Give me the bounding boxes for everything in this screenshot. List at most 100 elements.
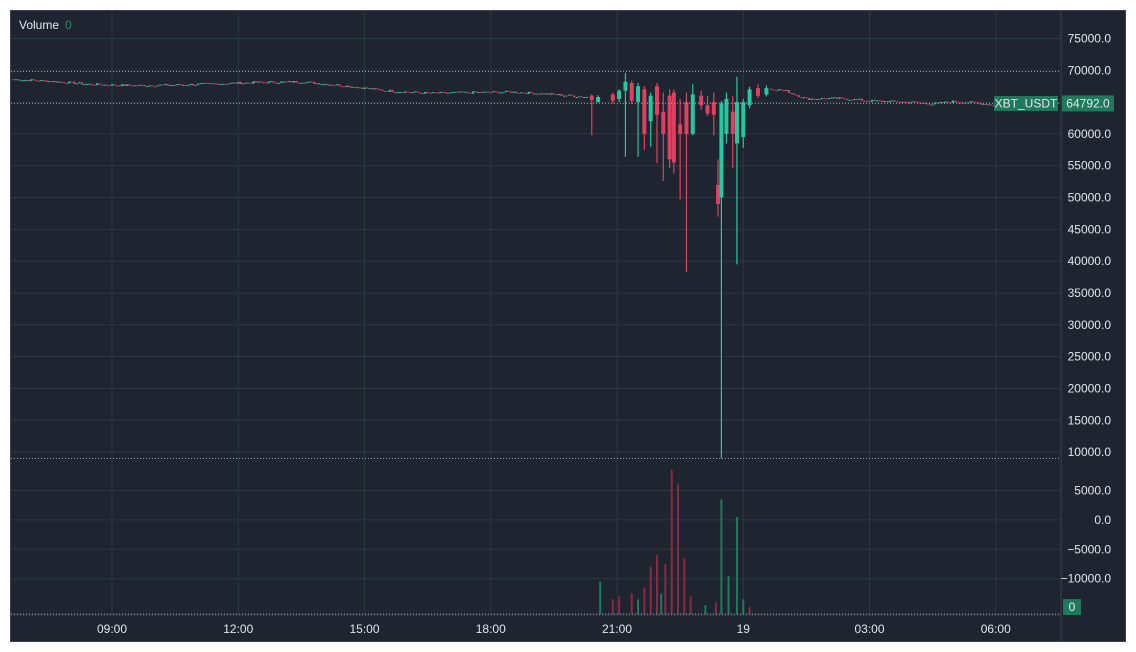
grid-lines (11, 11, 1061, 614)
baseline-candle (444, 91, 447, 94)
baseline-candle (939, 102, 942, 104)
baseline-candle (128, 84, 131, 86)
candle-body (730, 111, 735, 134)
baseline-candle (348, 85, 351, 88)
price-volume-chart[interactable]: 75000.070000.065000.060000.055000.050000… (11, 11, 1125, 641)
baseline-candle (257, 81, 260, 83)
baseline-candle (802, 97, 806, 99)
baseline-candle (815, 98, 818, 100)
baseline-candle (126, 84, 129, 86)
baseline-candle (800, 97, 803, 99)
baseline-candle (775, 90, 778, 92)
baseline-candle (921, 102, 924, 104)
baseline-candle (982, 103, 985, 105)
baseline-candle (176, 83, 179, 86)
candle-body (610, 94, 615, 101)
baseline-candle (876, 100, 879, 102)
baseline-candle (823, 97, 826, 99)
baseline-candle (858, 98, 861, 100)
volume-bar (689, 596, 692, 614)
candle-body (711, 102, 716, 115)
baseline-candle (83, 83, 86, 85)
baseline-candle (911, 101, 914, 103)
baseline-candle (259, 81, 263, 83)
baseline-candle (158, 84, 162, 86)
baseline-candle (959, 102, 962, 104)
baseline-candle (393, 92, 397, 94)
baseline-candle (441, 91, 444, 93)
baseline-candle (414, 91, 417, 93)
baseline-candle (527, 91, 530, 94)
baseline-candle (300, 82, 303, 84)
baseline-candle (15, 79, 18, 81)
baseline-candle (305, 82, 308, 84)
baseline-candle (772, 89, 775, 91)
baseline-candle (285, 81, 288, 83)
baseline-candle (992, 105, 995, 107)
volume-tick-label: 0.0 (1094, 513, 1111, 527)
baseline-candle (232, 82, 235, 84)
baseline-candle (169, 85, 172, 87)
baseline-candle (924, 102, 927, 104)
volume-legend-label: Volume (19, 18, 60, 32)
baseline-candle (35, 80, 38, 82)
baseline-candle (75, 83, 78, 85)
candle-body (661, 111, 666, 134)
candle-body (642, 89, 647, 134)
baseline-candle (292, 81, 296, 83)
baseline-candle (373, 88, 376, 90)
baseline-candle (828, 97, 831, 99)
baseline-candle (323, 83, 326, 85)
volume-bar (643, 587, 646, 614)
price-tick-label: 25000.0 (1068, 350, 1112, 364)
baseline-candle (27, 79, 30, 82)
baseline-candle (878, 100, 881, 102)
price-tick-label: 70000.0 (1068, 63, 1112, 77)
baseline-candle (45, 80, 48, 83)
baseline-candle (585, 96, 588, 98)
baseline-candle (307, 81, 311, 83)
baseline-candle (401, 92, 404, 94)
baseline-candle (472, 91, 475, 94)
baseline-candle (537, 93, 540, 95)
baseline-candle (368, 88, 371, 90)
baseline-candle (818, 98, 821, 100)
baseline-candle (550, 93, 553, 95)
baseline-candle (502, 92, 505, 94)
baseline-candle (219, 83, 222, 85)
baseline-candle (22, 79, 25, 81)
candle-body (678, 124, 683, 134)
baseline-candle (570, 94, 573, 96)
baseline-candle (88, 83, 91, 85)
baseline-candle (449, 92, 452, 94)
baseline-candle (891, 100, 894, 102)
volume-legend-value: 0 (65, 18, 72, 32)
baseline-candle (313, 81, 316, 84)
baseline-candle (166, 83, 169, 86)
baseline-candle (353, 86, 356, 88)
baseline-candle (68, 81, 71, 84)
baseline-candle (360, 87, 364, 90)
chart-panel[interactable]: 75000.070000.065000.060000.055000.050000… (10, 10, 1126, 642)
volume-bar (649, 566, 652, 614)
baseline-candle (95, 83, 99, 86)
last-price-badge (1062, 95, 1114, 112)
baseline-candle (469, 92, 472, 94)
baseline-candle (350, 86, 354, 88)
baseline-candle (497, 91, 500, 94)
baseline-candle (408, 92, 412, 94)
candle-body (719, 103, 724, 198)
baseline-candle (424, 92, 427, 94)
baseline-candle (358, 87, 361, 89)
baseline-candle (340, 86, 343, 88)
baseline-candle (133, 85, 136, 87)
baseline-candle (295, 81, 298, 83)
baseline-candle (116, 85, 119, 87)
baseline-candle (181, 84, 184, 86)
baseline-candle (451, 92, 455, 94)
baseline-candle (562, 95, 566, 97)
candle-body (755, 88, 760, 96)
volume-bar (704, 605, 707, 614)
baseline-candle (987, 104, 990, 106)
baseline-candle (57, 81, 61, 83)
